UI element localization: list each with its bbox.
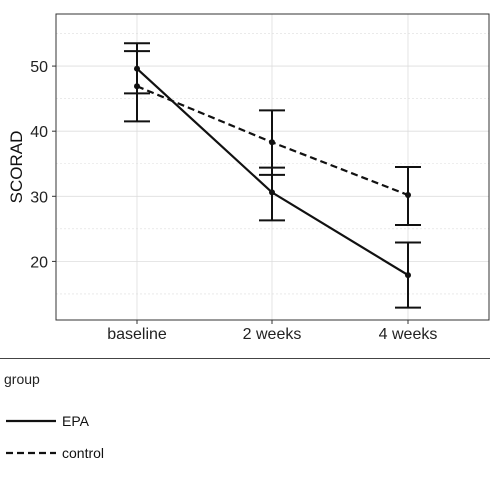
legend-swatch-dashed [6, 451, 56, 455]
legend-divider [0, 358, 490, 359]
data-point-epa [405, 272, 411, 279]
x-tick-label: baseline [107, 326, 167, 343]
x-axis-ticks: baseline 2 weeks 4 weeks [107, 320, 437, 343]
y-tick-label: 40 [30, 124, 48, 141]
x-tick-label: 4 weeks [379, 326, 438, 343]
y-axis-ticks: 20 30 40 50 [30, 59, 56, 271]
legend-item-epa: EPA [4, 411, 89, 431]
legend-label-epa: EPA [62, 413, 89, 429]
y-tick-label: 50 [30, 59, 48, 76]
x-tick-label: 2 weeks [243, 326, 302, 343]
data-point-control [269, 139, 275, 146]
data-point-control [134, 83, 140, 90]
y-tick-label: 30 [30, 189, 48, 206]
legend-item-control: control [4, 443, 104, 463]
y-axis-title: SCORAD [7, 131, 26, 204]
error-bars [124, 42, 421, 309]
legend-swatch-solid [6, 419, 56, 423]
chart-plot-area: 20 30 40 50 baseline 2 weeks 4 weeks SCORAD [7, 13, 490, 343]
legend-title: group [4, 371, 40, 387]
data-point-control [405, 191, 411, 198]
y-tick-label: 20 [30, 254, 48, 271]
data-point-epa [269, 189, 275, 196]
grid-lines [56, 14, 489, 320]
data-point-epa [134, 65, 140, 72]
legend-label-control: control [62, 445, 105, 461]
series-points [134, 65, 411, 279]
